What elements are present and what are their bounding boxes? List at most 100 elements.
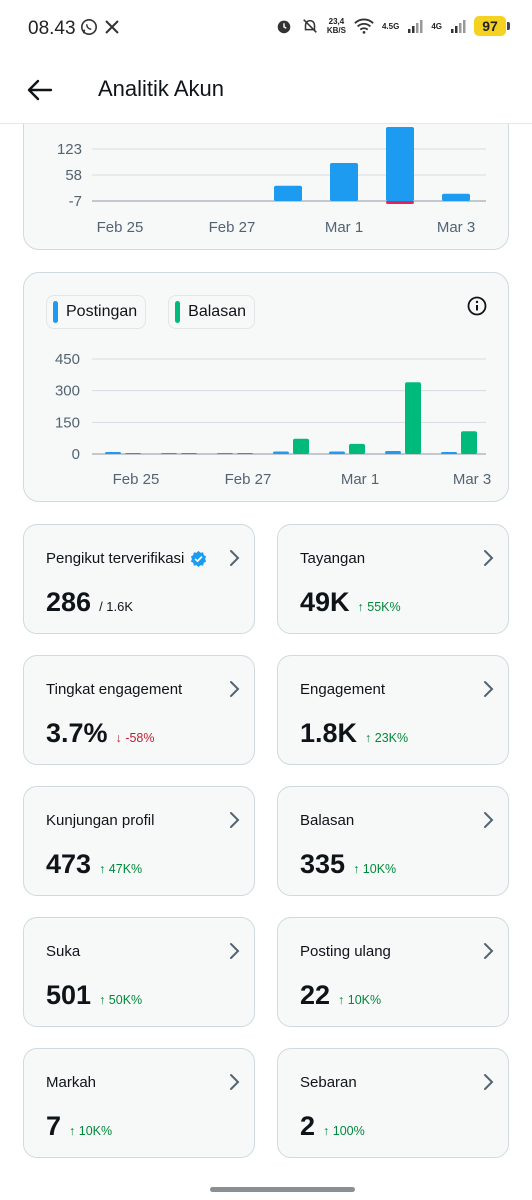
y-tick-label: -7 (69, 193, 82, 210)
chevron-right-icon (230, 943, 240, 959)
back-button[interactable] (22, 72, 58, 108)
chart-card-2: Postingan Balasan 450 300 150 0 Feb 25 Feb 27… (23, 272, 509, 502)
stat-value: 7 (46, 1111, 62, 1141)
arrow-up-icon: ↑ (357, 600, 364, 614)
status-time: 08.43 (28, 18, 76, 39)
x-tick-label: Feb 27 (209, 219, 256, 236)
x-tick-label: Mar 1 (325, 219, 363, 236)
bar-balasan (461, 431, 477, 454)
stat-value-row: 49K ↑ 55K% (300, 587, 401, 618)
arrow-left-icon (27, 79, 53, 101)
stat-card[interactable]: Sebaran 2 ↑ 100% (277, 1048, 509, 1158)
bar-postingan (161, 453, 177, 454)
whatsapp-icon (80, 18, 98, 36)
y-tick-label: 123 (57, 141, 82, 158)
bar-postingan (385, 451, 401, 454)
stat-label: Tingkat engagement (46, 681, 182, 698)
app-bar: Analitik Akun (0, 58, 532, 124)
chevron-right-icon (230, 550, 240, 566)
chevron-right-icon (484, 1074, 494, 1090)
stat-delta: ↑ 100% (323, 1124, 365, 1138)
stat-label-text: Engagement (300, 681, 386, 698)
x-tick-label: Feb 27 (225, 471, 272, 488)
chevron-right-icon (484, 812, 494, 828)
chevron-right-icon (484, 681, 494, 697)
stat-value: 49K (300, 587, 350, 617)
stat-value-row: 286 / 1.6K (46, 587, 133, 618)
chevron-right-icon (230, 812, 240, 828)
stat-delta-value: 100% (332, 1124, 365, 1138)
stat-label: Tayangan (300, 550, 365, 567)
status-bar: 08.43 23,4 KB/S 4.5G 4G 97 (0, 0, 532, 58)
stat-label-text: Tayangan (300, 550, 366, 567)
stat-value-row: 22 ↑ 10K% (300, 980, 381, 1011)
stat-label: Suka (46, 943, 80, 960)
legend-item-balasan[interactable]: Balasan (168, 295, 255, 329)
stat-label: Balasan (300, 812, 354, 829)
bar-balasan (293, 438, 309, 454)
stat-delta-value: 47K% (108, 862, 143, 876)
network-speed: 23,4 KB/S (326, 17, 346, 35)
stat-delta: ↑ 55K% (358, 600, 401, 614)
stat-card[interactable]: Tingkat engagement 3.7% ↓ -58% (23, 655, 255, 765)
arrow-up-icon: ↑ (353, 862, 360, 876)
stat-delta-value: 10K% (78, 1124, 113, 1138)
bar (386, 127, 414, 201)
chart-legend: Postingan Balasan (46, 295, 255, 329)
stat-card[interactable]: Markah 7 ↑ 10K% (23, 1048, 255, 1158)
stat-label-text: Kunjungan profil (46, 812, 155, 829)
stat-delta-value: 10K% (362, 862, 397, 876)
stat-label-text: Suka (46, 943, 81, 960)
y-tick-label: 150 (55, 414, 80, 431)
stat-label-text: Pengikut terverifikasi (46, 550, 185, 567)
stat-card[interactable]: Engagement 1.8K ↑ 23K% (277, 655, 509, 765)
stat-label: Kunjungan profil (46, 812, 154, 829)
stat-label: Sebaran (300, 1074, 357, 1091)
y-tick-label: 300 (55, 383, 80, 400)
x-logo-icon (105, 20, 119, 34)
stat-card[interactable]: Kunjungan profil 473 ↑ 47K% (23, 786, 255, 896)
stat-value: 2 (300, 1111, 316, 1141)
stat-delta: ↑ 47K% (99, 862, 142, 876)
stat-label: Engagement (300, 681, 385, 698)
bar-balasan (405, 382, 421, 454)
stat-value: 501 (46, 980, 92, 1010)
bar-balasan (181, 453, 197, 454)
bar-postingan (273, 451, 289, 454)
arrow-down-icon: ↓ (115, 731, 122, 745)
stat-sub: / 1.6K (99, 599, 134, 614)
stat-card[interactable]: Tayangan 49K ↑ 55K% (277, 524, 509, 634)
stat-delta: ↑ 50K% (99, 993, 142, 1007)
y-tick-label: 450 (55, 351, 80, 368)
stat-card[interactable]: Balasan 335 ↑ 10K% (277, 786, 509, 896)
info-icon[interactable] (466, 295, 488, 317)
arrow-up-icon: ↑ (99, 993, 106, 1007)
bar (442, 193, 470, 201)
stat-delta-value: 50K% (108, 993, 143, 1007)
stat-card[interactable]: Posting ulang 22 ↑ 10K% (277, 917, 509, 1027)
bar-postingan (105, 452, 121, 454)
y-tick-label: 0 (72, 446, 80, 463)
signal-icon-2 (451, 20, 466, 33)
legend-swatch-balasan (175, 301, 181, 323)
stat-card[interactable]: Pengikut terverifikasi 286 / 1.6K (23, 524, 255, 634)
legend-item-postingan[interactable]: Postingan (46, 295, 147, 329)
x-tick-label: Mar 3 (453, 471, 491, 488)
bar-chart-1: 123 58 -7 Feb 25 Feb 27 Mar 1 Mar 3 (57, 127, 486, 236)
stat-delta: ↓ -58% (116, 731, 155, 745)
arrow-up-icon: ↑ (99, 862, 106, 876)
chevron-right-icon (484, 550, 494, 566)
legend-swatch-postingan (53, 301, 58, 323)
bar (274, 185, 302, 201)
stat-card[interactable]: Suka 501 ↑ 50K% (23, 917, 255, 1027)
stat-value-row: 7 ↑ 10K% (46, 1111, 112, 1142)
stat-label-text: Markah (46, 1074, 97, 1091)
stat-value: 473 (46, 849, 92, 879)
stat-value: 1.8K (300, 718, 358, 748)
x-tick-label: Mar 1 (341, 471, 379, 488)
bar-postingan (329, 451, 345, 454)
stat-delta: ↑ 10K% (353, 862, 396, 876)
chevron-right-icon (230, 681, 240, 697)
bar-postingan (441, 452, 457, 454)
wifi-icon (354, 18, 374, 34)
